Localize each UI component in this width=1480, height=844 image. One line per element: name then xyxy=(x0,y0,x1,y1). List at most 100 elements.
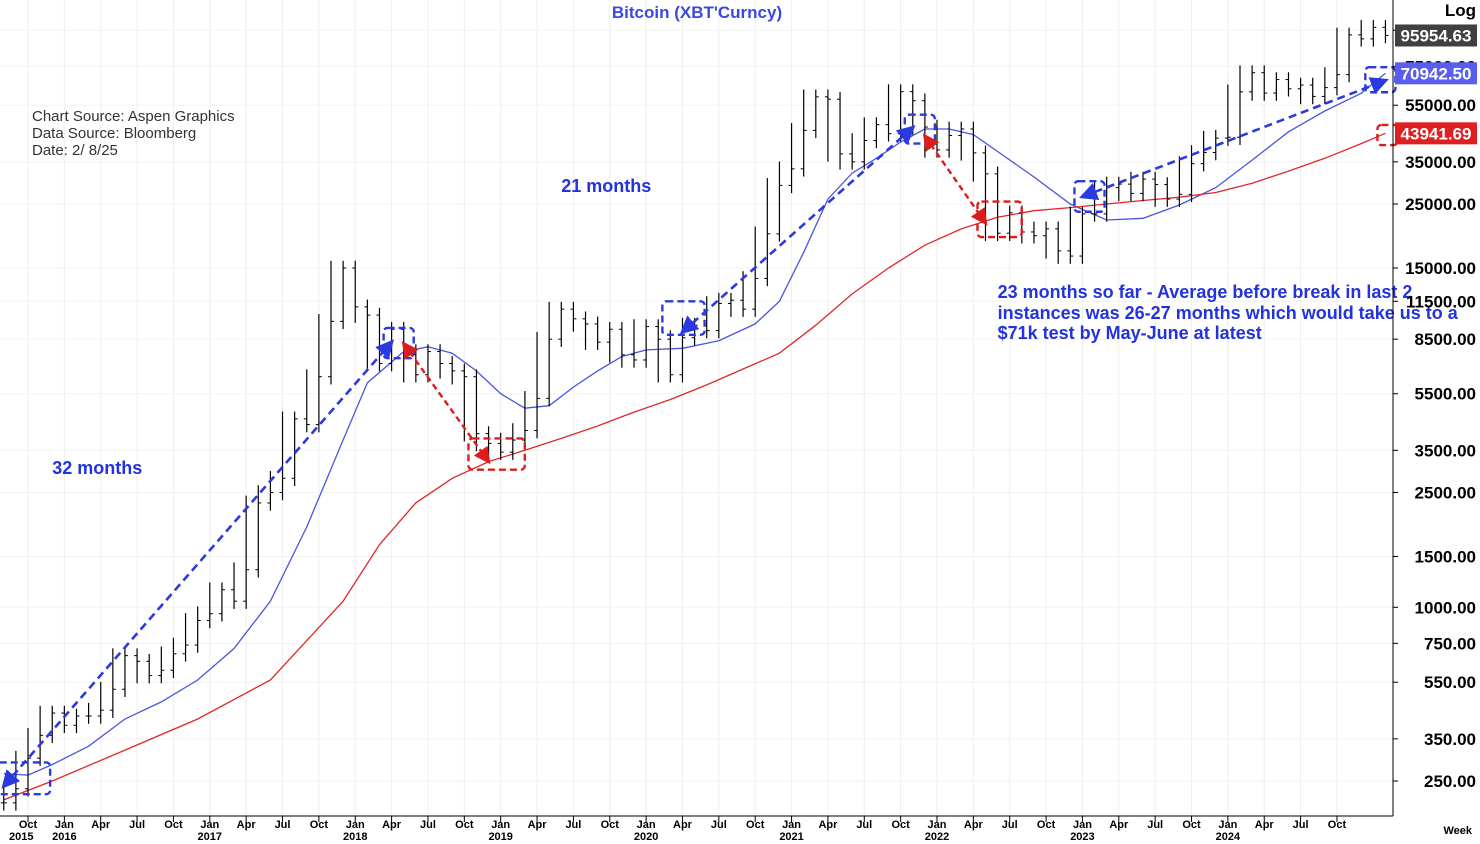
x-tick-label: Apr xyxy=(237,819,257,831)
x-year-label: 2021 xyxy=(779,831,803,843)
price-bar xyxy=(570,301,577,332)
price-tag-value: 95954.63 xyxy=(1401,26,1472,45)
annotation-label: instances was 26-27 months which would t… xyxy=(998,303,1459,323)
x-tick-label: Jan xyxy=(346,819,365,831)
x-tick-label: Jan xyxy=(55,819,74,831)
x-tick-label: Oct xyxy=(601,819,620,831)
x-tick-label: Jul xyxy=(129,819,145,831)
x-year-label: 2019 xyxy=(488,831,512,843)
period-label: Week xyxy=(1443,825,1472,837)
x-tick-label: Oct xyxy=(164,819,183,831)
x-tick-label: Oct xyxy=(455,819,474,831)
x-tick-label: Oct xyxy=(310,819,329,831)
y-tick-label: 1000.00 xyxy=(1415,598,1476,617)
y-tick-label: 5500.00 xyxy=(1415,385,1476,404)
price-tag-background xyxy=(1395,24,1477,47)
price-tag: 43941.69 xyxy=(1395,122,1477,145)
source-line-chart: Chart Source: Aspen Graphics xyxy=(32,108,235,125)
price-bar xyxy=(606,321,613,363)
price-bar xyxy=(340,260,347,330)
price-bar xyxy=(509,423,516,460)
text-layer: Bitcoin (XBT'Curncy) Log Week Chart Sour… xyxy=(32,1,1476,837)
price-tag-value: 70942.50 xyxy=(1401,64,1472,83)
price-bar xyxy=(352,260,359,323)
price-bar xyxy=(1370,20,1377,47)
y-tick-label: 2500.00 xyxy=(1415,484,1476,503)
y-tick-label: 750.00 xyxy=(1424,634,1476,653)
red-dashed-arrow xyxy=(922,133,988,226)
source-line-data: Data Source: Bloomberg xyxy=(32,125,196,142)
x-tick-label: Jul xyxy=(1293,819,1309,831)
price-bar xyxy=(1079,206,1086,264)
annotation-label: 21 months xyxy=(561,176,651,196)
x-year-label: 2018 xyxy=(343,831,367,843)
x-tick-label: Oct xyxy=(746,819,765,831)
annotation-label: 32 months xyxy=(52,458,142,478)
price-bar xyxy=(558,301,565,347)
x-tick-label: Jul xyxy=(565,819,581,831)
price-bar xyxy=(1067,206,1074,264)
price-bar xyxy=(1006,205,1013,241)
x-tick-label: Jul xyxy=(275,819,291,831)
x-tick-label: Jul xyxy=(711,819,727,831)
price-bar xyxy=(1346,27,1353,83)
x-tick-label: Oct xyxy=(19,819,38,831)
x-year-label: 2022 xyxy=(925,831,949,843)
x-tick-label: Apr xyxy=(964,819,984,831)
x-tick-label: Apr xyxy=(382,819,402,831)
price-bar xyxy=(655,319,662,383)
x-tick-label: Apr xyxy=(1255,819,1275,831)
price-bar xyxy=(1030,221,1037,244)
source-line-date: Date: 2/ 8/25 xyxy=(32,142,118,159)
y-tick-label: 15000.00 xyxy=(1405,259,1476,278)
x-tick-label: Jul xyxy=(1147,819,1163,831)
x-tick-label: Apr xyxy=(91,819,111,831)
y-tick-label: 350.00 xyxy=(1424,730,1476,749)
price-tag-value: 43941.69 xyxy=(1401,124,1472,143)
y-tick-label: 250.00 xyxy=(1424,772,1476,791)
red-dashed-arrow xyxy=(401,340,491,465)
scale-label: Log xyxy=(1445,1,1476,20)
y-tick-label: 35000.00 xyxy=(1405,153,1476,172)
price-bar xyxy=(1055,221,1062,264)
annotation-label: 23 months so far - Average before break … xyxy=(998,282,1413,302)
price-bar xyxy=(1358,20,1365,47)
price-tag-background xyxy=(1395,62,1477,85)
x-tick-label: Jan xyxy=(928,819,947,831)
price-tag: 95954.63 xyxy=(1395,24,1477,47)
x-year-label: 2016 xyxy=(52,831,76,843)
price-bar xyxy=(631,319,637,368)
annotation-layer: 32 months 21 months 23 months so far - Ave… xyxy=(0,65,1459,796)
y-tick-label: 11500.00 xyxy=(1406,292,1476,311)
price-bar xyxy=(994,166,1001,241)
price-bar xyxy=(594,316,601,350)
y-tick-label: 3500.00 xyxy=(1415,441,1476,460)
price-bar xyxy=(1043,221,1050,259)
x-tick-label: Jul xyxy=(420,819,436,831)
chart-title: Bitcoin (XBT'Curncy) xyxy=(612,3,782,22)
x-tick-label: Apr xyxy=(528,819,548,831)
price-bar xyxy=(643,319,650,368)
price-bar xyxy=(618,321,625,368)
price-bar xyxy=(667,330,674,383)
x-year-label: 2017 xyxy=(198,831,222,843)
y-tick-label: 1500.00 xyxy=(1415,548,1476,567)
x-tick-label: Jan xyxy=(1073,819,1092,831)
y-tick-label: 25000.00 xyxy=(1405,195,1476,214)
price-bar xyxy=(1382,20,1389,44)
x-tick-label: Oct xyxy=(1328,819,1347,831)
axis-layer xyxy=(0,0,1394,817)
x-tick-layer: Oct Jan Apr Jul Oct Jan Apr Jul Oct Jan Apr Jul Oct J… xyxy=(9,816,1346,843)
y-tick-label: 550.00 xyxy=(1424,673,1476,692)
x-tick-label: Jan xyxy=(200,819,219,831)
x-tick-label: Jul xyxy=(856,819,872,831)
x-tick-label: Jan xyxy=(782,819,801,831)
x-year-label: 2024 xyxy=(1216,831,1241,843)
x-tick-label: Jul xyxy=(1002,819,1018,831)
x-tick-label: Oct xyxy=(1037,819,1056,831)
x-tick-label: Apr xyxy=(673,819,693,831)
y-tick-label: 8500.00 xyxy=(1415,330,1476,349)
price-tag-background xyxy=(1395,122,1477,145)
